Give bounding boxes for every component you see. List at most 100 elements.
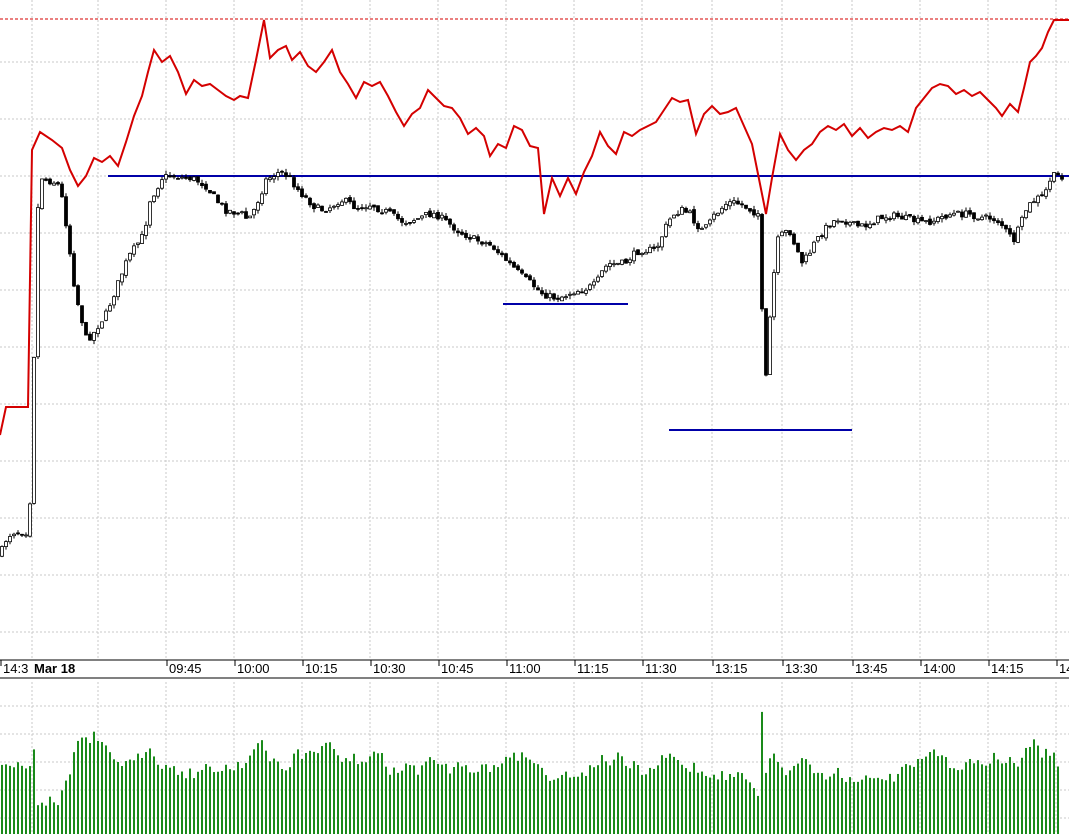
price-candle (212, 191, 216, 195)
price-candle (944, 214, 948, 221)
price-candle (476, 234, 480, 245)
price-candle (612, 259, 616, 268)
price-candle (12, 532, 16, 539)
price-candle (492, 244, 496, 251)
price-candle (532, 277, 536, 290)
x-tick-label: 11:30 (645, 661, 677, 676)
price-candle (972, 212, 976, 223)
price-candle (472, 235, 476, 239)
price-candle (224, 200, 228, 217)
price-candle (464, 229, 468, 241)
price-candle (436, 209, 440, 221)
price-candle (316, 203, 320, 208)
price-candle (1020, 215, 1024, 231)
price-candle (260, 191, 264, 206)
price-candle (580, 287, 584, 294)
price-candle (812, 240, 816, 254)
price-candle (508, 257, 512, 266)
price-candle (604, 264, 608, 274)
price-candle (908, 214, 912, 218)
price-candle (40, 178, 44, 210)
price-candle (856, 220, 860, 228)
price-candle (912, 214, 916, 226)
price-candle (820, 233, 824, 240)
price-candle (176, 176, 180, 180)
price-candle (356, 205, 360, 212)
x-tick-label: 09:45 (169, 661, 202, 676)
price-candle (444, 213, 448, 222)
price-candle (712, 211, 716, 223)
price-candle (188, 175, 192, 182)
price-candle (952, 209, 956, 217)
price-candle (412, 218, 416, 224)
price-candle (672, 214, 676, 219)
price-candle (76, 284, 80, 307)
price-candle (828, 225, 832, 229)
price-candle (20, 533, 24, 538)
price-candle (568, 291, 572, 300)
price-candle (560, 295, 564, 302)
price-candle (804, 252, 808, 265)
price-candle (1016, 225, 1020, 244)
price-candle (932, 217, 936, 226)
price-candle (504, 252, 508, 261)
price-candle (732, 196, 736, 206)
price-candle (404, 220, 408, 227)
price-candle (116, 280, 120, 301)
price-candle (780, 230, 784, 237)
price-candle (512, 260, 516, 268)
price-candle (324, 210, 328, 213)
price-candle (632, 247, 636, 264)
price-candle (648, 244, 652, 254)
price-candle (800, 251, 804, 267)
price-candle (160, 176, 164, 190)
price-candle (384, 207, 388, 215)
price-candle (608, 259, 612, 271)
price-candle (168, 172, 172, 178)
price-candle (716, 212, 720, 217)
price-candle (268, 175, 272, 183)
price-candle (100, 321, 104, 330)
price-candle (364, 204, 368, 212)
price-candle (208, 190, 212, 194)
price-candle (520, 268, 524, 275)
price-candle (872, 222, 876, 226)
price-candle (540, 287, 544, 297)
price-candle (236, 212, 240, 216)
price-candle (928, 215, 932, 226)
price-candle (624, 258, 628, 264)
price-candle (536, 285, 540, 291)
price-candle (348, 195, 352, 205)
horizontal-levels (0, 18, 1069, 431)
price-candle (576, 289, 580, 295)
price-candle (860, 223, 864, 227)
price-candle (424, 211, 428, 218)
price-candle (192, 175, 196, 182)
price-candle (704, 224, 708, 230)
price-candle (336, 202, 340, 210)
price-candle (304, 193, 308, 199)
price-candle (136, 242, 140, 249)
price-candle (592, 278, 596, 289)
price-candle (200, 179, 204, 189)
price-candle (328, 204, 332, 214)
price-candle (988, 212, 992, 223)
price-candle (36, 203, 40, 359)
x-tick-label: 13:30 (785, 661, 818, 676)
price-candle (996, 218, 1000, 226)
price-candle (564, 294, 568, 300)
price-candle (524, 273, 528, 278)
price-candle (380, 208, 384, 215)
price-candle (252, 208, 256, 219)
x-tick-label: 10:45 (441, 661, 474, 676)
price-candle (656, 242, 660, 252)
price-candle (484, 240, 488, 247)
price-candle (0, 545, 4, 558)
price-candle (448, 218, 452, 228)
price-candle (72, 250, 76, 288)
price-candle (152, 195, 156, 204)
price-candle (180, 174, 184, 180)
price-candle (748, 208, 752, 214)
price-candles (0, 168, 1064, 558)
price-candle (640, 252, 644, 257)
